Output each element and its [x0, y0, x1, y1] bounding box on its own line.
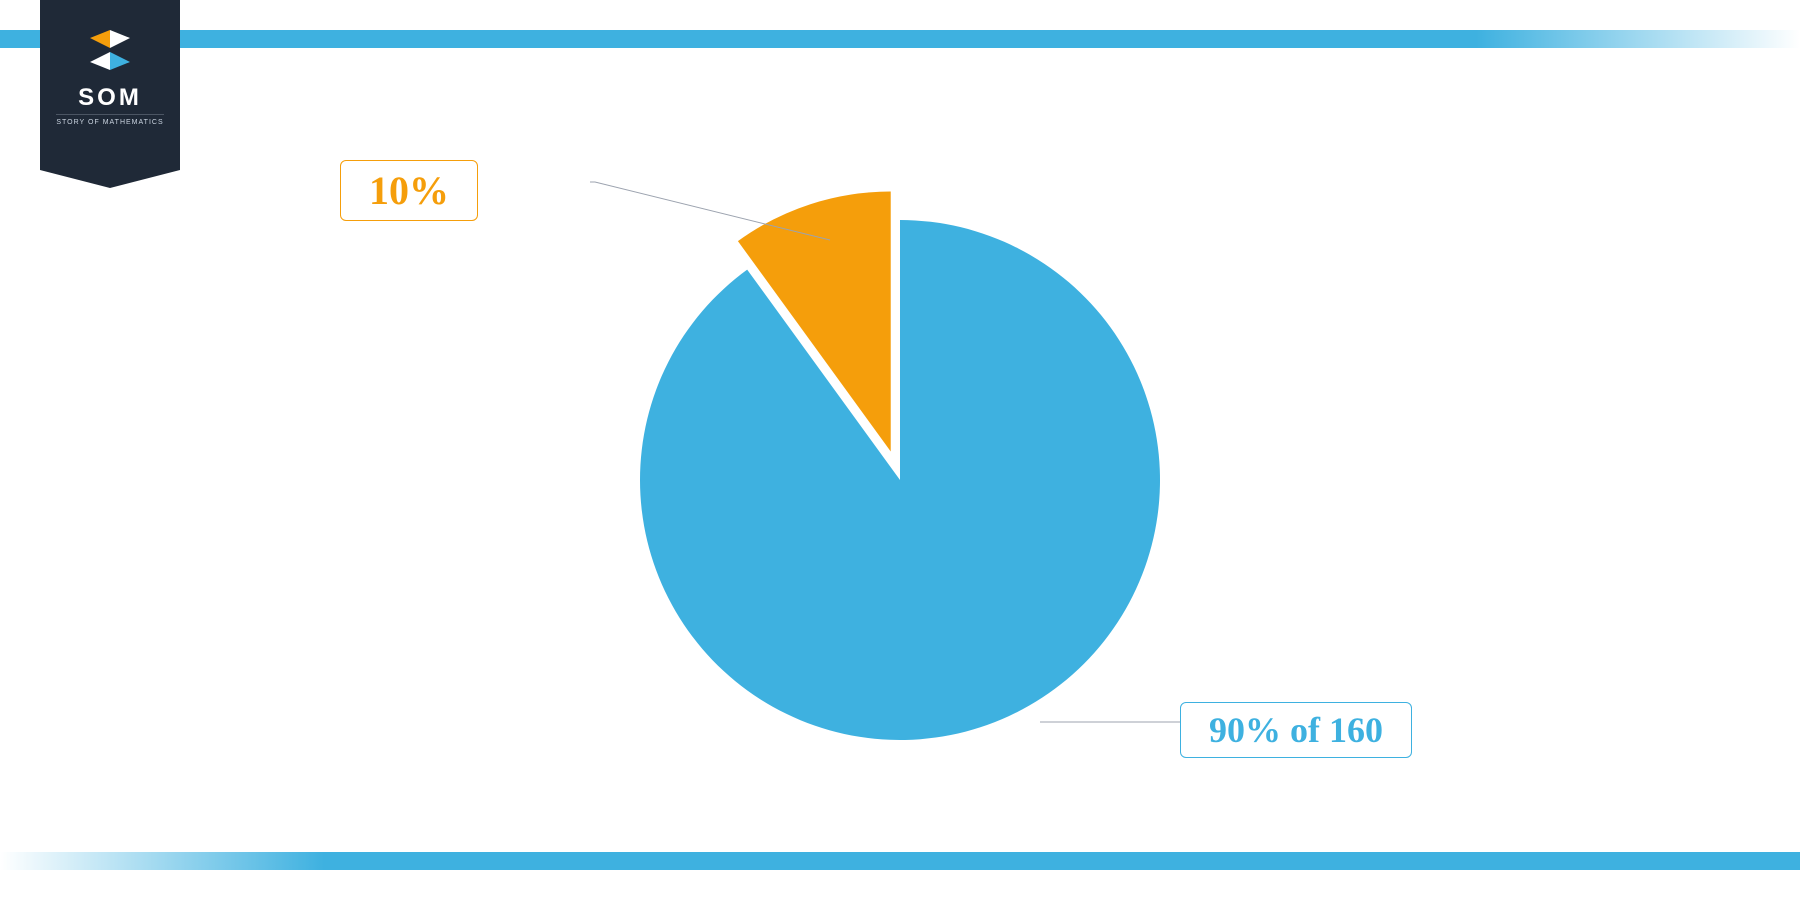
- leader-line: [590, 182, 830, 240]
- bottom-accent-bar: [0, 852, 1800, 870]
- logo-subtitle: STORY OF MATHEMATICS: [56, 114, 163, 126]
- logo-icon-tri-orange: [90, 30, 110, 48]
- logo-title: SOM: [78, 84, 142, 112]
- logo-icon-tri-white-1: [110, 30, 130, 48]
- logo-icon: [86, 26, 134, 74]
- pie-slice-main: [640, 220, 1160, 740]
- logo-badge: SOM STORY OF MATHEMATICS: [40, 0, 180, 170]
- logo-icon-tri-blue: [110, 52, 130, 70]
- slice-label-main: 90% of 160: [1180, 702, 1412, 758]
- logo-icon-tri-white-2: [90, 52, 110, 70]
- pie-chart: [0, 0, 1800, 900]
- slice-label-small: 10%: [340, 160, 478, 221]
- top-accent-bar: [0, 30, 1800, 48]
- pie-slice-small: [738, 191, 891, 451]
